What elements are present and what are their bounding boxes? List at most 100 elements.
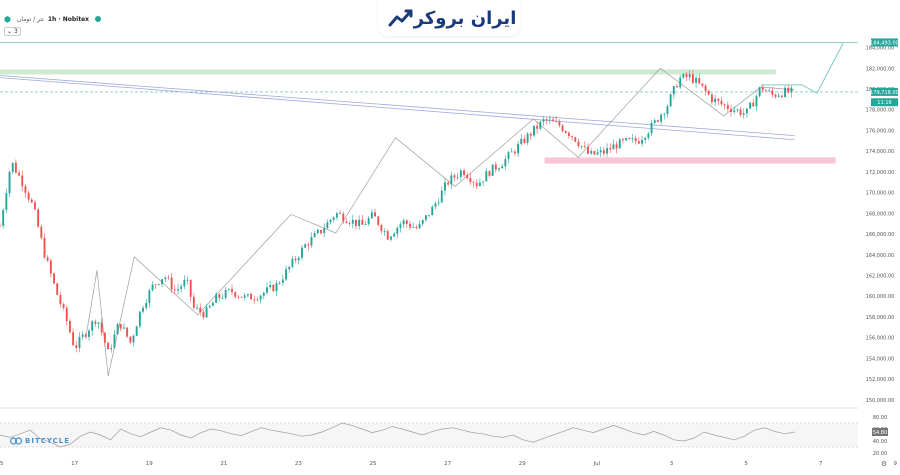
- candle-body: [710, 94, 713, 103]
- candle-body: [580, 146, 583, 147]
- candle-body: [294, 258, 297, 261]
- candle-body: [469, 178, 472, 183]
- y-tick-label: 154,000.00: [866, 356, 895, 362]
- candle-body: [196, 307, 199, 309]
- y-tick-label: 178,000.00: [866, 108, 895, 114]
- candle-body: [440, 190, 443, 203]
- candle-body: [84, 334, 87, 337]
- candle-body: [123, 327, 125, 329]
- y-tick-label: 152,000.00: [866, 377, 895, 383]
- candle-body: [183, 280, 186, 287]
- y-tick-label: 176,000.00: [866, 128, 895, 134]
- price-axis: [858, 0, 900, 471]
- candle-body: [593, 151, 596, 155]
- candle-body: [0, 225, 1, 227]
- candle-body: [704, 85, 707, 91]
- candle-body: [730, 109, 732, 113]
- candle-body: [116, 323, 119, 335]
- candle-body: [596, 152, 599, 155]
- candle-body: [288, 266, 291, 270]
- candle-body: [504, 159, 507, 167]
- candle-body: [567, 132, 570, 137]
- candle-body: [173, 289, 176, 291]
- candle-body: [380, 224, 383, 232]
- candle-body: [494, 164, 497, 170]
- candle-body: [14, 162, 17, 173]
- watermark-text: BITCYCLE: [25, 437, 71, 445]
- candle-body: [221, 297, 224, 299]
- settings-gear-icon[interactable]: ⚙: [881, 460, 887, 468]
- candle-body: [304, 244, 307, 248]
- candle-body: [409, 223, 411, 228]
- candle-body: [625, 138, 628, 141]
- candle-body: [676, 86, 678, 88]
- candle-body: [405, 220, 408, 224]
- candle-body: [59, 294, 62, 305]
- candle-body: [97, 322, 100, 324]
- candle-body: [145, 302, 148, 308]
- indicator-count[interactable]: ⌄ 3: [4, 27, 21, 36]
- candle-body: [323, 228, 326, 234]
- resistance-zone: [0, 69, 776, 75]
- indicator-count-value: 3: [13, 28, 18, 35]
- candle-body: [135, 326, 138, 336]
- candle-body: [364, 224, 367, 225]
- candle-body: [415, 226, 418, 229]
- rsi-tick-label: 20.00: [873, 451, 887, 457]
- candle-body: [75, 345, 78, 348]
- candle-body: [275, 283, 278, 292]
- cycle-icon: [10, 437, 22, 445]
- candle-body: [714, 98, 717, 103]
- candle-body: [43, 237, 46, 258]
- candle-body: [628, 138, 631, 139]
- candle-body: [259, 295, 262, 300]
- candle-body: [656, 120, 659, 122]
- candle-body: [129, 336, 132, 343]
- candle-body: [402, 220, 405, 225]
- candle-body: [72, 332, 75, 346]
- candle-body: [339, 213, 342, 215]
- y-tick-label: 166,000.00: [866, 232, 895, 238]
- candle-body: [555, 121, 558, 123]
- candle-body: [2, 209, 5, 226]
- timeframe-label: 1h · Nobitex: [47, 15, 90, 23]
- candle-body: [424, 215, 427, 220]
- candle-body: [180, 286, 183, 289]
- x-tick-label: Jul: [593, 461, 601, 467]
- candle-body: [536, 125, 539, 129]
- candle-body: [310, 236, 313, 246]
- chevron-down-icon: ⌄: [7, 28, 13, 35]
- candle-body: [374, 212, 376, 217]
- y-tick-label: 184,000.00: [866, 46, 895, 52]
- candle-body: [291, 258, 294, 267]
- candle-body: [215, 294, 218, 303]
- candle-body: [30, 199, 33, 203]
- price-tag-label: 184,493.00: [870, 40, 899, 46]
- x-tick-label: 7: [819, 461, 823, 467]
- brand-logo: ایران بروکر: [378, 0, 520, 36]
- candle-body: [475, 182, 478, 187]
- candle-body: [688, 74, 691, 78]
- chart-trend-icon: [388, 9, 413, 27]
- candle-body: [621, 139, 624, 141]
- candle-body: [752, 102, 755, 107]
- symbol-header[interactable]: ⬢ تتر / تومان 1h · Nobitex: [0, 12, 102, 26]
- candle-body: [377, 216, 380, 225]
- candle-body: [300, 247, 303, 258]
- price-tag-bg: [871, 38, 898, 47]
- candle-body: [335, 213, 338, 218]
- candle-body: [205, 307, 208, 318]
- candle-body: [49, 260, 52, 274]
- candle-body: [272, 284, 275, 292]
- rsi-value-tag-bg: [872, 428, 888, 436]
- price-tag-label: 11:16: [877, 100, 891, 106]
- candle-body: [281, 279, 284, 283]
- candle-body: [62, 304, 65, 308]
- candle-body: [558, 121, 561, 126]
- candle-body: [367, 218, 370, 225]
- y-tick-label: 160,000.00: [866, 294, 895, 300]
- candle-body: [208, 305, 211, 308]
- candle-body: [790, 87, 793, 93]
